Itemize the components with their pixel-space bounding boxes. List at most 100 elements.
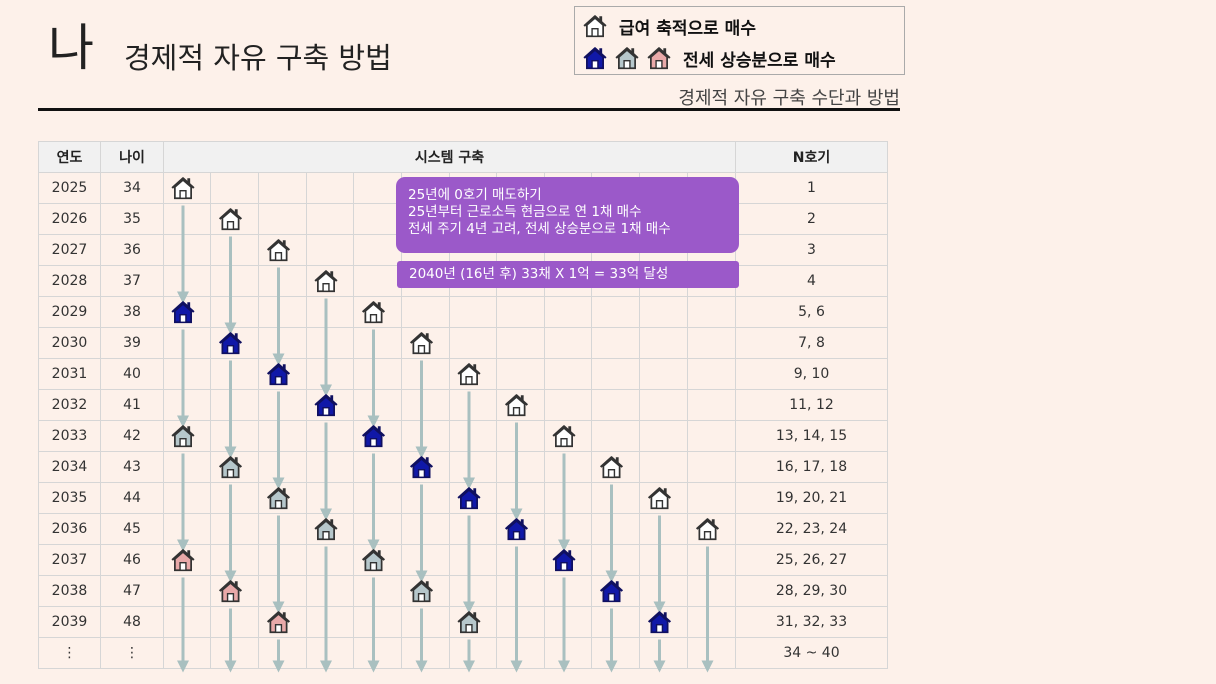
cell-system — [258, 637, 307, 669]
cell-n: 22, 23, 24 — [735, 513, 888, 545]
cell-n: 16, 17, 18 — [735, 451, 888, 483]
cell-system — [353, 296, 402, 328]
note-box-goal: 2040년 (16년 후) 33채 X 1억 = 33억 달성 — [397, 261, 739, 288]
cell-age: 40 — [100, 358, 164, 390]
cell-system — [258, 203, 307, 235]
cell-year: 2034 — [38, 451, 101, 483]
cell-system — [496, 296, 545, 328]
cell-system — [258, 265, 307, 297]
cell-system — [496, 513, 545, 545]
cell-system — [258, 513, 307, 545]
header-system: 시스템 구축 — [163, 141, 736, 173]
cell-system — [306, 203, 354, 235]
cell-system — [163, 513, 211, 545]
cell-age: 47 — [100, 575, 164, 607]
cell-system — [306, 172, 354, 204]
table-row: 2039 48 31, 32, 33 — [38, 606, 888, 638]
cell-system — [639, 575, 688, 607]
cell-system — [210, 420, 259, 452]
cell-system — [449, 451, 497, 483]
cell-age: 41 — [100, 389, 164, 421]
cell-system — [544, 544, 592, 576]
cell-n: 9, 10 — [735, 358, 888, 390]
cell-year: 2027 — [38, 234, 101, 266]
cell-system — [687, 575, 736, 607]
cell-year: 2031 — [38, 358, 101, 390]
table-row: 2035 44 19, 20, 21 — [38, 482, 888, 514]
cell-system — [401, 575, 450, 607]
cell-system — [591, 575, 640, 607]
cell-system — [163, 606, 211, 638]
cell-system — [401, 544, 450, 576]
cell-system — [591, 296, 640, 328]
cell-system — [639, 389, 688, 421]
cell-system — [353, 389, 402, 421]
table-row: 2038 47 28, 29, 30 — [38, 575, 888, 607]
cell-system — [163, 203, 211, 235]
cell-year: 2028 — [38, 265, 101, 297]
cell-year: 2030 — [38, 327, 101, 359]
cell-system — [687, 482, 736, 514]
table-row: ⋮ ⋮ 34 ~ 40 — [38, 637, 888, 669]
cell-system — [449, 513, 497, 545]
cell-system — [353, 451, 402, 483]
cell-system — [353, 606, 402, 638]
cell-system — [163, 544, 211, 576]
cell-system — [306, 358, 354, 390]
cell-year: 2038 — [38, 575, 101, 607]
cell-system — [496, 637, 545, 669]
cell-system — [353, 358, 402, 390]
cell-system — [163, 420, 211, 452]
cell-system — [306, 513, 354, 545]
cell-year: 2039 — [38, 606, 101, 638]
header-age: 나이 — [100, 141, 164, 173]
cell-system — [687, 451, 736, 483]
cell-system — [544, 451, 592, 483]
table-row: 2032 41 11, 12 — [38, 389, 888, 421]
cell-year: 2025 — [38, 172, 101, 204]
cell-system — [210, 296, 259, 328]
cell-system — [258, 544, 307, 576]
cell-system — [353, 265, 402, 297]
page-title: 경제적 자유 구축 방법 — [124, 41, 392, 75]
cell-system — [306, 482, 354, 514]
cell-age: 38 — [100, 296, 164, 328]
cell-system — [591, 358, 640, 390]
cell-year: 2037 — [38, 544, 101, 576]
cell-year: ⋮ — [38, 637, 101, 669]
cell-age: 44 — [100, 482, 164, 514]
cell-system — [306, 544, 354, 576]
cell-system — [163, 637, 211, 669]
cell-system — [496, 482, 545, 514]
cell-system — [353, 637, 402, 669]
cell-system — [449, 575, 497, 607]
cell-system — [258, 606, 307, 638]
table-row: 2031 40 9, 10 — [38, 358, 888, 390]
cell-system — [449, 327, 497, 359]
cell-system — [163, 327, 211, 359]
table-row: 2029 38 5, 6 — [38, 296, 888, 328]
cell-system — [163, 296, 211, 328]
cell-system — [544, 637, 592, 669]
cell-system — [496, 389, 545, 421]
cell-system — [210, 606, 259, 638]
cell-system — [401, 327, 450, 359]
cell-system — [258, 172, 307, 204]
table-row: 2030 39 7, 8 — [38, 327, 888, 359]
cell-n: 11, 12 — [735, 389, 888, 421]
cell-system — [639, 482, 688, 514]
cell-n: 1 — [735, 172, 888, 204]
cell-system — [163, 482, 211, 514]
cell-system — [687, 606, 736, 638]
cell-system — [210, 637, 259, 669]
table-row: 2034 43 16, 17, 18 — [38, 451, 888, 483]
cell-system — [163, 389, 211, 421]
cell-system — [496, 420, 545, 452]
cell-system — [639, 358, 688, 390]
cell-system — [210, 234, 259, 266]
cell-year: 2036 — [38, 513, 101, 545]
page-subtitle: 경제적 자유 구축 수단과 방법 — [678, 88, 900, 109]
house-white-icon — [581, 13, 609, 39]
cell-year: 2033 — [38, 420, 101, 452]
cell-n: 2 — [735, 203, 888, 235]
